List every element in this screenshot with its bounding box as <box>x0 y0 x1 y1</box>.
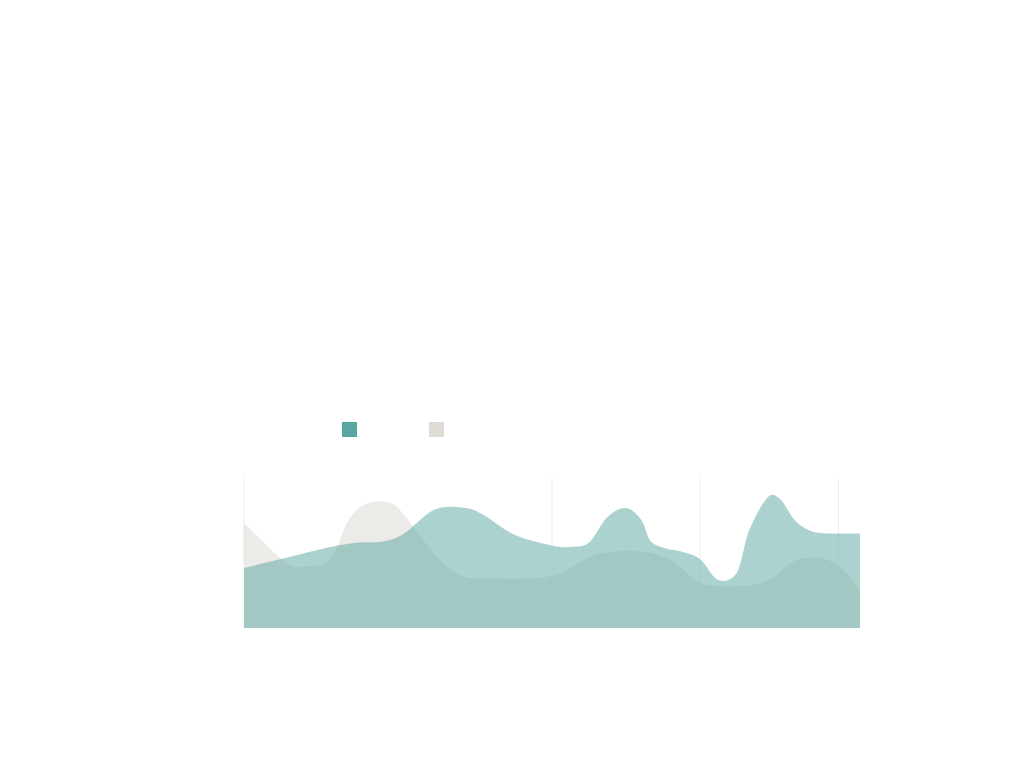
legend-swatch-series-2 <box>429 422 444 437</box>
area-series-1 <box>244 494 860 628</box>
series-areas <box>244 494 860 628</box>
legend <box>342 422 444 437</box>
legend-swatch-series-1 <box>342 422 357 437</box>
